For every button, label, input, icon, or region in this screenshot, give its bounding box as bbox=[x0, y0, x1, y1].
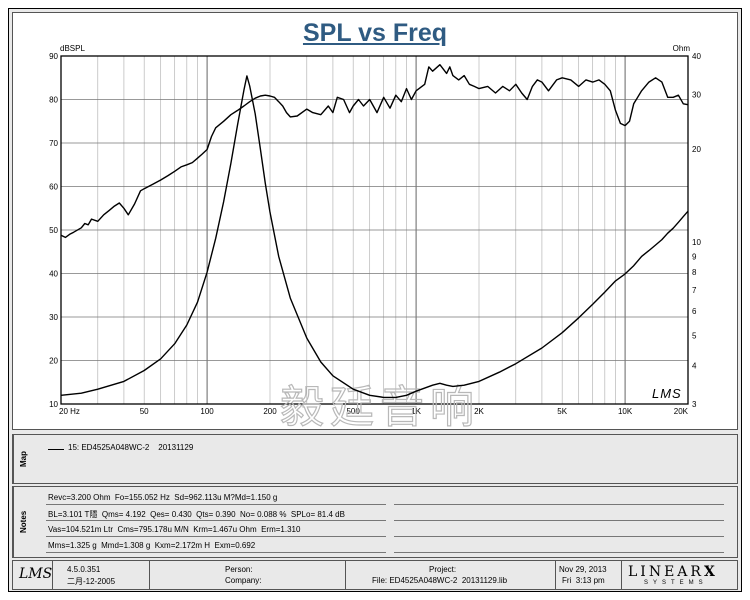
brand-sub: SYSTEMS bbox=[644, 580, 708, 586]
brand-name: LINEAR bbox=[628, 564, 704, 580]
note-separator bbox=[394, 536, 724, 537]
y-right-tick-label: 30 bbox=[692, 91, 701, 100]
y-right-tick-label: 9 bbox=[692, 252, 697, 261]
project-label: Project: bbox=[429, 565, 457, 574]
person-label: Person: bbox=[225, 565, 253, 574]
footer-person-cell: Person: Company: bbox=[150, 561, 346, 589]
footer-panel bbox=[12, 560, 738, 590]
y-right-tick-label: 40 bbox=[692, 52, 701, 61]
spl-freq-chart: 20 Hz 50 100 200 500 1K 2K 5K 10K 20K 10 20 30 40 50 60… bbox=[49, 44, 701, 430]
x-tick-label: 100 bbox=[200, 407, 214, 416]
y-left-tick-label: 10 bbox=[49, 400, 58, 409]
grid bbox=[61, 56, 688, 404]
x-tick-label: 20 Hz bbox=[59, 407, 80, 416]
x-tick-label: 1K bbox=[411, 407, 421, 416]
note-line-3: Vas=104.521m Ltr Cms=795.178u M/N Krm=1.… bbox=[48, 525, 301, 534]
y-left-tick-label: 40 bbox=[49, 270, 58, 279]
footer-brand-cell: LINEARX SYSTEMS bbox=[622, 561, 737, 589]
y-left-tick-label: 80 bbox=[49, 96, 58, 105]
plot-area bbox=[60, 55, 689, 405]
x-tick-label: 5K bbox=[557, 407, 567, 416]
legend-entry[interactable]: 15: ED4525A048WC-2 20131129 bbox=[68, 443, 194, 452]
note-line-2: BL=3.101 T隱 Qms= 4.192 Qes= 0.430 Qts= 0… bbox=[48, 510, 345, 519]
series-layer bbox=[60, 64, 689, 399]
y-right-tick-label: 3 bbox=[692, 400, 697, 409]
footer-date-cell: Nov 29, 2013 Fri 3:13 pm bbox=[556, 561, 622, 589]
chart-title: SPL vs Freq bbox=[302, 19, 448, 47]
lms-mark: LMS bbox=[652, 386, 682, 401]
map-panel bbox=[12, 434, 738, 484]
x-tick-label: 10K bbox=[618, 407, 633, 416]
note-separator bbox=[46, 520, 386, 521]
y-left-tick-label: 90 bbox=[49, 52, 58, 61]
y-left-tick-label: 30 bbox=[49, 313, 58, 322]
note-separator bbox=[46, 504, 386, 505]
x-tick-label: 20K bbox=[674, 407, 689, 416]
company-label: Company: bbox=[225, 576, 262, 585]
notes-label: Notes bbox=[13, 487, 33, 557]
version-date: 二月-12-2005 bbox=[67, 577, 116, 586]
right-axis-unit: Ohm bbox=[673, 44, 691, 53]
y-right-tick-label: 7 bbox=[692, 286, 697, 295]
notes-panel bbox=[12, 486, 738, 558]
y-left-tick-label: 60 bbox=[49, 183, 58, 192]
date: Nov 29, 2013 bbox=[559, 565, 607, 574]
y-left-tick-label: 50 bbox=[49, 226, 58, 235]
y-right-tick-label: 5 bbox=[692, 331, 697, 340]
version: 4.5.0.351 bbox=[67, 565, 101, 574]
y-right-tick-label: 10 bbox=[692, 238, 701, 247]
watermark: 毅廷音响 bbox=[280, 383, 480, 430]
note-separator bbox=[46, 536, 386, 537]
y-right-tick-label: 6 bbox=[692, 307, 697, 316]
y-right-tick-label: 8 bbox=[692, 268, 697, 277]
note-separator bbox=[394, 552, 724, 553]
note-line-1: Revc=3.200 Ohm Fo=155.052 Hz Sd=962.113u… bbox=[48, 493, 278, 502]
map-label: Map bbox=[13, 435, 33, 483]
brand-x: X bbox=[703, 564, 718, 580]
note-line-4: Mms=1.325 g Mmd=1.308 g Kxm=2.172m H Exm… bbox=[48, 541, 256, 550]
y-left-tick-label: 20 bbox=[49, 357, 58, 366]
x-tick-label: 200 bbox=[263, 407, 277, 416]
x-tick-label: 500 bbox=[346, 407, 360, 416]
footer-project-cell: Project: File: ED4525A048WC-2 20131129.l… bbox=[346, 561, 556, 589]
x-tick-label: 2K bbox=[474, 407, 484, 416]
x-tick-label: 50 bbox=[140, 407, 149, 416]
y-right-tick-label: 4 bbox=[692, 361, 697, 370]
footer-version-cell: 4.5.0.351 二月-12-2005 bbox=[53, 561, 150, 589]
file-name: File: ED4525A048WC-2 20131129.lib bbox=[372, 576, 508, 585]
footer-logo: LMS bbox=[19, 566, 53, 582]
impedance-curve bbox=[60, 75, 689, 399]
spl-curve bbox=[60, 64, 689, 239]
y-left-tick-label: 70 bbox=[49, 139, 58, 148]
note-separator bbox=[46, 552, 386, 553]
footer-logo-cell: LMS bbox=[13, 561, 53, 589]
note-separator bbox=[394, 504, 724, 505]
y-right-tick-label: 20 bbox=[692, 145, 701, 154]
time: Fri 3:13 pm bbox=[562, 576, 605, 585]
note-separator bbox=[394, 520, 724, 521]
legend-line bbox=[48, 449, 64, 450]
left-axis-unit: dBSPL bbox=[60, 44, 85, 53]
tick-labels: 20 Hz 50 100 200 500 1K 2K 5K 10K 20K 10 20 30 40 50 60… bbox=[49, 52, 701, 416]
brand-logo: LINEARX bbox=[628, 564, 718, 580]
